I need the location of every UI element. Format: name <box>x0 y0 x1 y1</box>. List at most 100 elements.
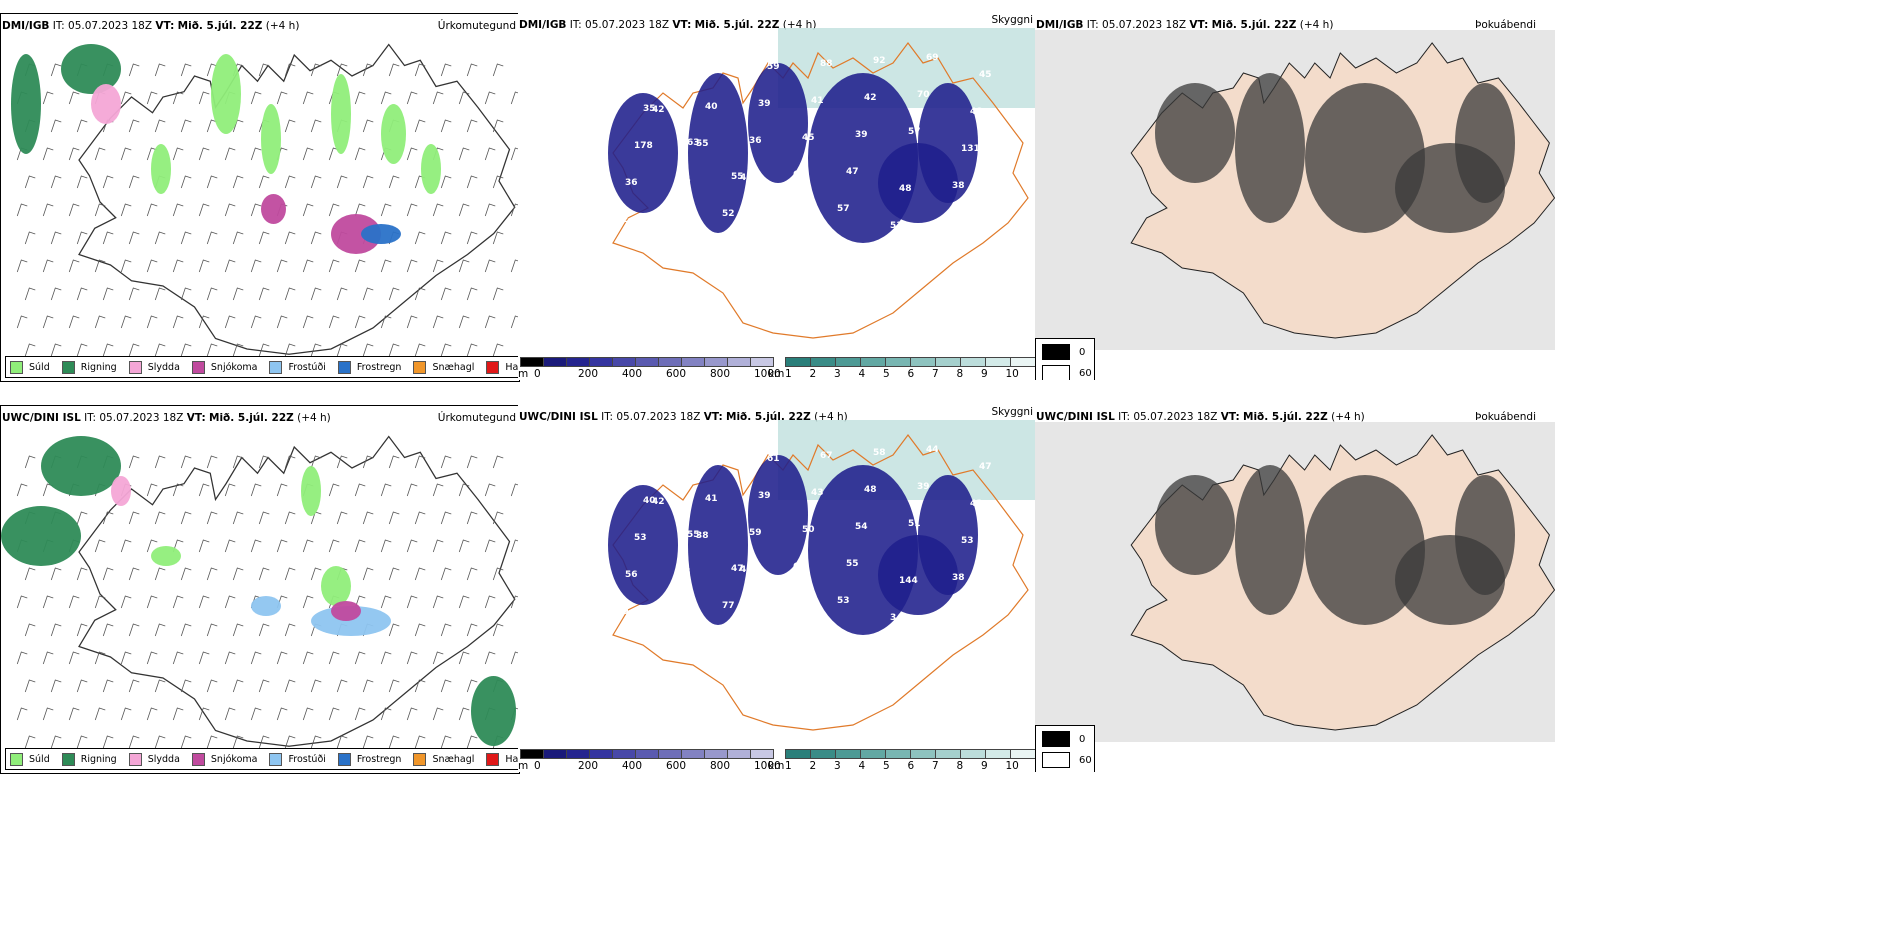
legend-swatch <box>61 360 75 374</box>
colorbar-cell <box>636 749 659 759</box>
wind-barb <box>16 203 28 217</box>
wind-barb <box>250 483 262 497</box>
legend-label: Súld <box>29 361 50 373</box>
precip-patch <box>151 546 181 566</box>
wind-barb <box>336 679 348 693</box>
cloud-base-label: 178 <box>634 141 653 151</box>
legend-item: Snæhagl <box>413 360 474 374</box>
wind-barb <box>146 91 158 105</box>
wind-barb <box>24 231 36 245</box>
wind-barb <box>484 203 496 217</box>
fog-legend: 0 60 <box>1035 725 1095 772</box>
wind-barb <box>128 63 140 77</box>
legend-label: Slydda <box>147 753 180 765</box>
wind-barb <box>120 651 132 665</box>
wind-barb <box>198 707 210 721</box>
wind-barb <box>128 231 140 245</box>
cloud-base-label: 42 <box>652 497 665 507</box>
wind-barb <box>432 483 444 497</box>
wind-barb <box>458 203 470 217</box>
wind-barb <box>128 287 140 301</box>
iceland-outline-group <box>612 434 1029 731</box>
wind-barb <box>492 343 504 357</box>
panel-header: UWC/DINI ISL IT: 05.07.2023 18Z VT: Mið.… <box>1036 411 1365 423</box>
wind-barb <box>224 651 236 665</box>
fog-blank <box>1555 422 1900 742</box>
wind-barb <box>406 539 418 553</box>
scale-tick: 7 <box>932 368 939 380</box>
scale-tick: 600 <box>666 760 687 772</box>
wind-barb <box>440 119 452 133</box>
wind-barb <box>458 315 470 329</box>
cloud-base-label: 34 <box>890 613 903 623</box>
cloud-base-label: 39 <box>758 491 771 501</box>
wind-barb <box>258 567 270 581</box>
wind-barb <box>432 315 444 329</box>
wind-barb <box>302 315 314 329</box>
wind-barb <box>510 651 519 665</box>
cloud-base-label: 58 <box>873 448 886 458</box>
height-scale-ticks: m 0 200 400 600 800 1000 <box>518 760 798 772</box>
wind-barb <box>172 651 184 665</box>
fog-area <box>1235 465 1305 615</box>
iceland-coastline <box>612 42 1029 339</box>
wind-barb <box>336 287 348 301</box>
panel-header: DMI/IGB IT: 05.07.2023 18Z VT: Mið. 5.jú… <box>2 20 300 32</box>
wind-barb <box>388 679 400 693</box>
precip-patch <box>331 74 351 154</box>
cloud-base-label: 44 <box>926 445 939 455</box>
wind-barb <box>440 175 452 189</box>
wind-barb <box>68 315 80 329</box>
colorbar-cell <box>682 749 705 759</box>
wind-barb <box>440 455 452 469</box>
scale-tick: 6 <box>907 368 915 380</box>
wind-barb <box>224 539 236 553</box>
wind-barb <box>102 679 114 693</box>
visibility-colorbar <box>785 357 1035 367</box>
cloud-base-label: 73 <box>766 243 779 253</box>
wind-barb <box>94 707 106 721</box>
wind-barb <box>24 679 36 693</box>
wind-barb <box>440 511 452 525</box>
wind-barb <box>224 259 236 273</box>
precip-patch <box>321 566 351 606</box>
wind-barb <box>492 63 504 77</box>
wind-barb <box>466 679 478 693</box>
wind-barb <box>258 455 270 469</box>
wind-barb <box>302 651 314 665</box>
wind-barb <box>388 623 400 637</box>
wind-barb <box>102 175 114 189</box>
wind-barb <box>354 203 366 217</box>
wind-barb <box>414 231 426 245</box>
legend-item: Slydda <box>128 752 180 766</box>
cloud-base-label: 42 <box>864 93 877 103</box>
cloud-base-label: 41 <box>811 96 824 106</box>
wind-barb <box>16 651 28 665</box>
wind-barb <box>146 595 158 609</box>
wind-barb <box>354 315 366 329</box>
wind-barb <box>154 455 166 469</box>
wind-barb <box>432 203 444 217</box>
wind-barb <box>250 707 262 721</box>
wind-barb <box>24 735 36 749</box>
wind-barb <box>414 343 426 357</box>
wind-barb <box>380 315 392 329</box>
wind-barb <box>466 119 478 133</box>
precip-patch <box>301 466 321 516</box>
scale-tick: 10 <box>1005 760 1019 772</box>
scale-tick: 400 <box>622 368 643 380</box>
wind-barb <box>180 623 192 637</box>
wind-barb <box>180 567 192 581</box>
precip-panel-row2: UWC/DINI ISL IT: 05.07.2023 18Z VT: Mið.… <box>0 405 520 774</box>
legend-label: Rigning <box>80 361 117 373</box>
colorbar-cell <box>613 749 636 759</box>
wind-barb <box>68 707 80 721</box>
wind-barb <box>284 175 296 189</box>
wind-barb <box>24 343 36 357</box>
cloud-base-label: 41 <box>740 173 753 183</box>
wind-barb <box>206 63 218 77</box>
cloud-base-label: 43 <box>811 488 824 498</box>
wind-barb <box>432 91 444 105</box>
cloud-base-label: 80 <box>784 599 797 609</box>
cloud-base-label: 39 <box>917 482 930 492</box>
